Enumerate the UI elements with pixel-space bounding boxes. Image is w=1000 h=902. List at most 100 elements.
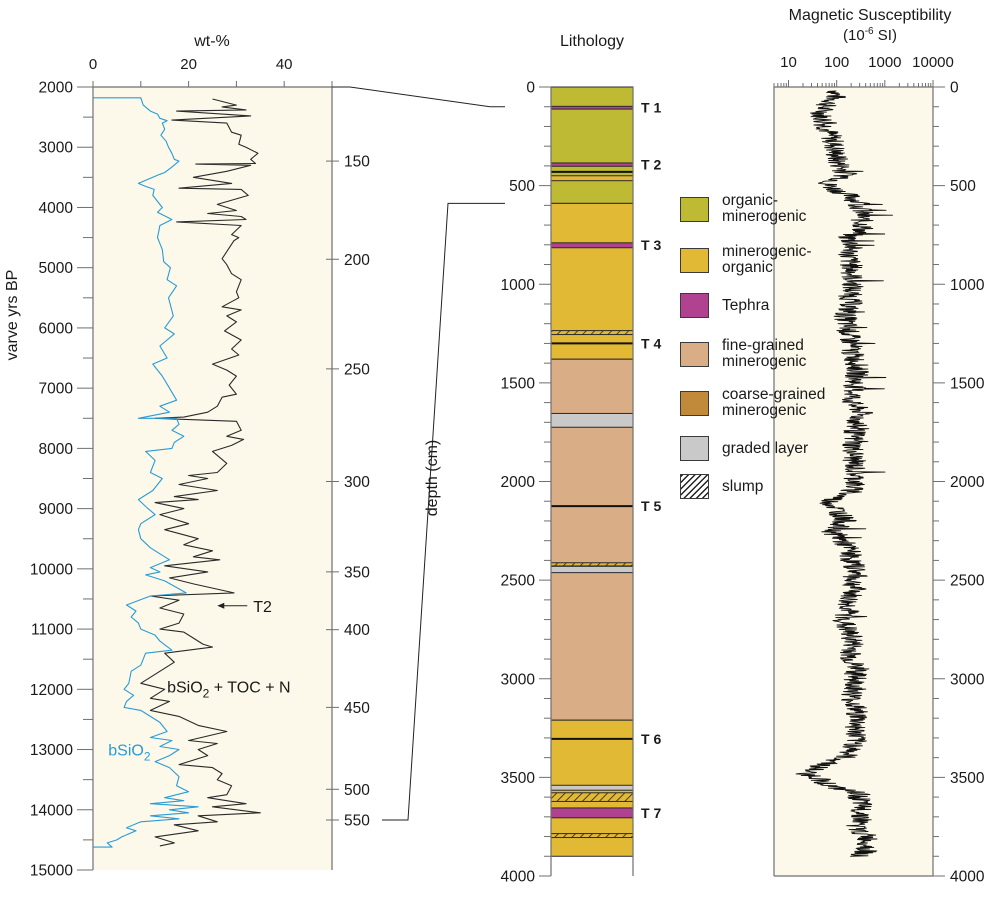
depth-tick-label: 0 <box>526 80 535 97</box>
legend-swatch <box>680 474 709 499</box>
y-tick-label: 4000 <box>39 200 74 217</box>
connector-top <box>332 86 505 108</box>
depth-tick-label: 500 <box>950 178 976 195</box>
geochem-plot-background <box>94 87 332 870</box>
depth-tick-label: 300 <box>344 474 370 491</box>
depth-tick-label: 1000 <box>950 277 985 294</box>
label-subscript: 2 <box>144 750 151 764</box>
depth-tick-label: 4000 <box>950 869 985 886</box>
label-subscript: 2 <box>203 686 210 700</box>
y-tick-label: 10000 <box>30 561 73 578</box>
depth-tick-label: 3500 <box>950 770 985 787</box>
legend-label: Tephra <box>722 296 770 314</box>
depth-tick-label: 200 <box>344 252 370 269</box>
legend-item: minerogenic- organic <box>680 244 812 276</box>
lithology-panel: Lithology depth (cm) 0 500 1000 1500 2000 250… <box>424 33 661 886</box>
lithology-unit-slump <box>550 562 634 567</box>
geochem-panel: 0 20 40 2000 3000 4000 5000 6000 7000 8000 9000 100… <box>4 33 370 880</box>
depth-tick-label: 400 <box>344 622 370 639</box>
depth-tick-label: 2500 <box>950 573 985 590</box>
legend-swatch <box>680 196 709 222</box>
tephra-marker-t5: T 5 <box>641 498 661 514</box>
magsus-units: (10-6 SI) <box>843 26 897 44</box>
geochem-series <box>93 97 261 848</box>
y-tick-label: 11000 <box>31 622 73 639</box>
depth-tick-label: 350 <box>344 564 370 581</box>
x-tick-label: 1000 <box>868 54 901 71</box>
tephra-marker-t6: T 6 <box>641 731 661 747</box>
lithology-unit-tephra <box>550 807 634 819</box>
lithology-unit-graded-layer <box>550 412 634 428</box>
lithology-unit-tephra <box>550 162 634 167</box>
y-tick-label: 3000 <box>39 140 74 157</box>
legend-item: graded layer <box>680 436 808 461</box>
y-tick-label: 9000 <box>39 501 74 518</box>
legend-item: fine-grained minerogenic <box>680 338 806 370</box>
magsus-axes: 10 100 1000 10000 0 500 1000 1500 2000 2500 3000 35… <box>773 54 985 886</box>
lithology-title: Lithology <box>560 33 624 50</box>
connector-bottom <box>382 202 505 821</box>
bsio2-line <box>93 97 199 848</box>
panel-connectors <box>332 86 505 821</box>
legend-label: slump <box>722 477 764 495</box>
legend-label: coarse-grained minerogenic <box>722 386 826 419</box>
depth-tick-label: 4000 <box>501 869 536 886</box>
legend-swatch <box>680 341 709 367</box>
y-tick-label: 8000 <box>39 441 74 458</box>
label-text: bSiO <box>108 743 144 760</box>
lithology-unit-graded-layer <box>550 784 634 791</box>
depth-tick-label: 550 <box>344 813 370 830</box>
depth-tick-label: 3000 <box>501 671 536 688</box>
lithology-unit-tephra <box>550 105 634 110</box>
lithology-unit-minerogenic-organic <box>550 202 634 360</box>
legend-label: fine-grained minerogenic <box>722 337 807 370</box>
x-tick-label: 10000 <box>912 54 954 71</box>
y-tick-label: 6000 <box>39 320 74 337</box>
label-text: bSiO <box>167 679 203 696</box>
t2-label: T2 <box>253 599 272 616</box>
depth-tick-label: 3500 <box>501 770 536 787</box>
legend-swatch <box>680 390 709 416</box>
y-tick-label: 15000 <box>30 863 73 880</box>
depth-tick-label: 500 <box>509 178 535 195</box>
tephra-marker-t7: T 7 <box>641 805 661 821</box>
magsus-series <box>795 90 893 857</box>
lithology-y-axis-title: depth (cm) <box>424 440 441 516</box>
x-tick-label: 40 <box>276 56 293 73</box>
legend-item: organic- minerogenic <box>680 193 806 225</box>
y-tick-label: 12000 <box>30 682 73 699</box>
legend-label: minerogenic- organic <box>722 243 812 276</box>
tephra-marker-t2: T 2 <box>641 157 661 173</box>
lithology-unit-slump <box>550 792 634 802</box>
legend-swatch <box>680 436 709 461</box>
bsio2-toc-n-label: bSiO2 + TOC + N <box>167 679 290 700</box>
label-suffix: + TOC + N <box>209 679 290 696</box>
legend-swatch <box>680 293 709 318</box>
tephra-marker-t3: T 3 <box>641 237 661 253</box>
lithology-unit-tephra <box>550 242 634 249</box>
y-tick-label: 7000 <box>39 381 74 398</box>
magsus-units-base: (10 <box>843 27 865 44</box>
magsus-title: Magnetic Susceptibility <box>789 7 952 24</box>
depth-tick-label: 150 <box>344 154 370 171</box>
magsus-units-end: SI) <box>874 27 897 44</box>
bsio2-label: bSiO2 <box>108 743 151 764</box>
y-tick-label: 14000 <box>30 802 73 819</box>
lithology-depth-axis: 0 500 1000 1500 2000 2500 3000 3500 4000 <box>501 80 551 886</box>
lithology-column <box>550 86 634 876</box>
x-tick-label: 10 <box>780 54 797 71</box>
lithology-unit-organic-minerogenic <box>550 86 634 204</box>
x-tick-label: 100 <box>824 54 849 71</box>
geochem-axes: 0 20 40 2000 3000 4000 5000 6000 7000 8000 9000 100… <box>30 56 370 880</box>
y-tick-label: 2000 <box>39 80 74 97</box>
bsio2-toc-n-line <box>140 98 261 847</box>
depth-tick-label: 250 <box>344 361 370 378</box>
t2-arrowhead-icon <box>217 602 225 609</box>
lithology-unit-slump <box>550 833 634 839</box>
depth-tick-label: 1500 <box>501 375 536 392</box>
y-tick-label: 13000 <box>30 742 73 759</box>
tephra-markers: T 1 T 2 T 3 T 4 T 5 T 6 T 7 <box>641 100 661 821</box>
depth-tick-label: 2000 <box>501 474 536 491</box>
